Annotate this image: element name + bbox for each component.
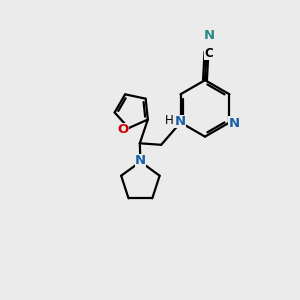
Text: N: N	[203, 29, 214, 42]
Text: N: N	[135, 154, 146, 167]
Text: C: C	[205, 47, 213, 60]
Text: H: H	[165, 114, 174, 127]
Text: O: O	[118, 123, 129, 136]
Text: N: N	[228, 117, 239, 130]
Text: N: N	[174, 115, 185, 128]
